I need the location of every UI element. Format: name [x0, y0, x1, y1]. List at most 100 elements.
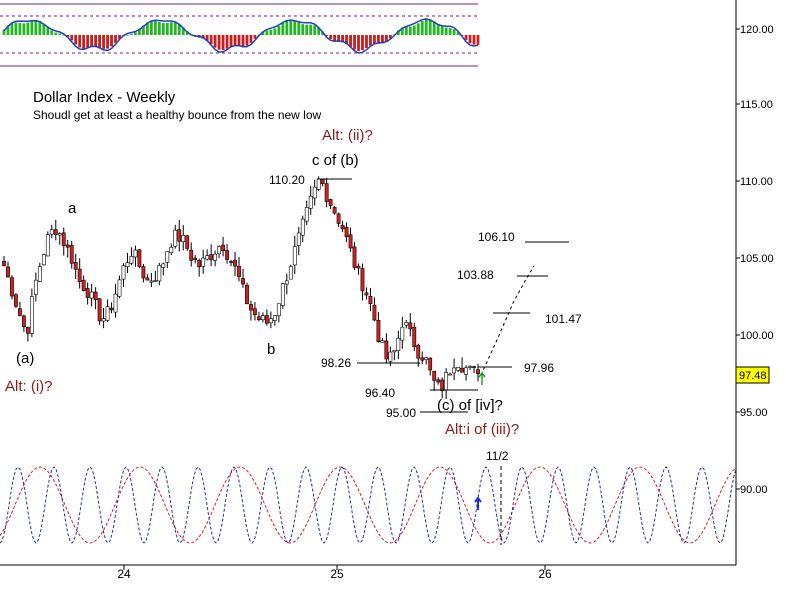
- candle-body: [276, 303, 281, 317]
- osc-hist-bar: [388, 35, 392, 39]
- candle-body: [37, 266, 42, 282]
- candle: [332, 205, 337, 215]
- candle-body: [380, 340, 385, 343]
- osc-hist-bar: [18, 23, 22, 35]
- osc-hist-bar: [82, 35, 86, 49]
- candle-body: [173, 229, 178, 247]
- candle-body: [73, 262, 78, 270]
- candle: [97, 298, 102, 325]
- osc-hist-bar: [114, 35, 117, 43]
- level-label-103-88: 103.88: [457, 268, 494, 282]
- candle-body: [141, 266, 146, 279]
- candle-body: [193, 257, 198, 260]
- candle-body: [316, 178, 321, 190]
- candle: [237, 257, 241, 282]
- candle-body: [456, 366, 460, 371]
- osc-hist-bar: [428, 19, 432, 35]
- candle: [324, 177, 329, 208]
- osc-hist-bar: [404, 26, 408, 35]
- candle: [272, 315, 277, 326]
- candle: [233, 251, 237, 277]
- candle: [149, 273, 154, 288]
- candle-body: [49, 229, 54, 235]
- candle: [300, 215, 305, 242]
- candle-body: [185, 235, 190, 249]
- candle: [284, 273, 289, 295]
- turn-marker-arrow: [478, 370, 486, 385]
- osc-hist-bar: [185, 31, 189, 35]
- candle: [22, 314, 26, 332]
- osc-hist-bar: [472, 35, 476, 45]
- candle-body: [368, 296, 373, 305]
- osc-hist-bar: [70, 35, 74, 41]
- candle: [320, 179, 325, 187]
- osc-hist-bar: [157, 22, 161, 35]
- candle-body: [181, 235, 186, 243]
- candle-body: [448, 373, 453, 376]
- candle-body: [197, 260, 202, 268]
- candle: [292, 235, 297, 275]
- candle-body: [356, 265, 361, 269]
- candle: [209, 244, 214, 267]
- osc-hist-bar: [297, 22, 301, 35]
- candle: [372, 297, 377, 322]
- osc-hist-bar: [337, 35, 340, 42]
- candle-body: [476, 369, 480, 375]
- osc-hist-bar: [62, 34, 66, 36]
- osc-hist-bar: [253, 35, 257, 39]
- candle-body: [117, 279, 122, 297]
- candle-body: [416, 345, 421, 359]
- y-tick-120: 120.00: [740, 24, 774, 36]
- osc-hist-bar: [86, 35, 90, 49]
- candle: [65, 240, 70, 258]
- candle: [177, 219, 182, 252]
- candle-body: [304, 207, 309, 222]
- osc-hist-bar: [22, 23, 26, 35]
- osc-hist-bar: [353, 35, 356, 50]
- osc-hist-bar: [106, 35, 109, 49]
- candle: [464, 365, 468, 381]
- candle: [356, 263, 361, 275]
- osc-hist-bar: [78, 35, 82, 48]
- osc-hist-bar: [277, 25, 281, 35]
- candle: [217, 245, 221, 258]
- candle-body: [464, 367, 468, 375]
- candle-body: [376, 319, 381, 343]
- candle: [18, 301, 22, 317]
- candle-body: [332, 207, 337, 214]
- osc-hist-bar: [229, 35, 233, 48]
- osc-hist-bar: [94, 35, 98, 48]
- osc-hist-bar: [464, 35, 468, 41]
- osc-hist-bar: [30, 21, 34, 35]
- candle: [412, 322, 417, 351]
- osc-hist-bar: [285, 20, 289, 35]
- candle-body: [324, 183, 329, 202]
- y-tick-100: 100.00: [740, 330, 774, 342]
- wave-label-a: a: [68, 200, 77, 217]
- candle-body: [364, 292, 369, 296]
- candle: [280, 282, 285, 309]
- candle: [61, 227, 66, 256]
- x-axis-ticks: 24 25 26: [117, 565, 552, 581]
- candle: [81, 275, 86, 292]
- candle: [109, 302, 114, 314]
- candle-body: [137, 249, 142, 267]
- candle-body: [296, 232, 301, 246]
- candle-body: [300, 218, 305, 236]
- candle-body: [6, 266, 10, 278]
- osc-hist-bar: [412, 25, 416, 35]
- candle: [33, 272, 38, 302]
- candle-body: [77, 268, 82, 283]
- candle-body: [272, 315, 277, 321]
- candle-body: [229, 261, 233, 263]
- candle: [85, 282, 90, 305]
- osc-hist-bar: [317, 27, 321, 35]
- osc-hist-bar: [301, 24, 305, 35]
- candle-body: [348, 234, 353, 249]
- osc-hist-bar: [153, 20, 157, 35]
- candle: [376, 312, 381, 343]
- candle-body: [392, 350, 397, 353]
- osc-hist-bar: [54, 32, 58, 35]
- candle-body: [201, 257, 206, 267]
